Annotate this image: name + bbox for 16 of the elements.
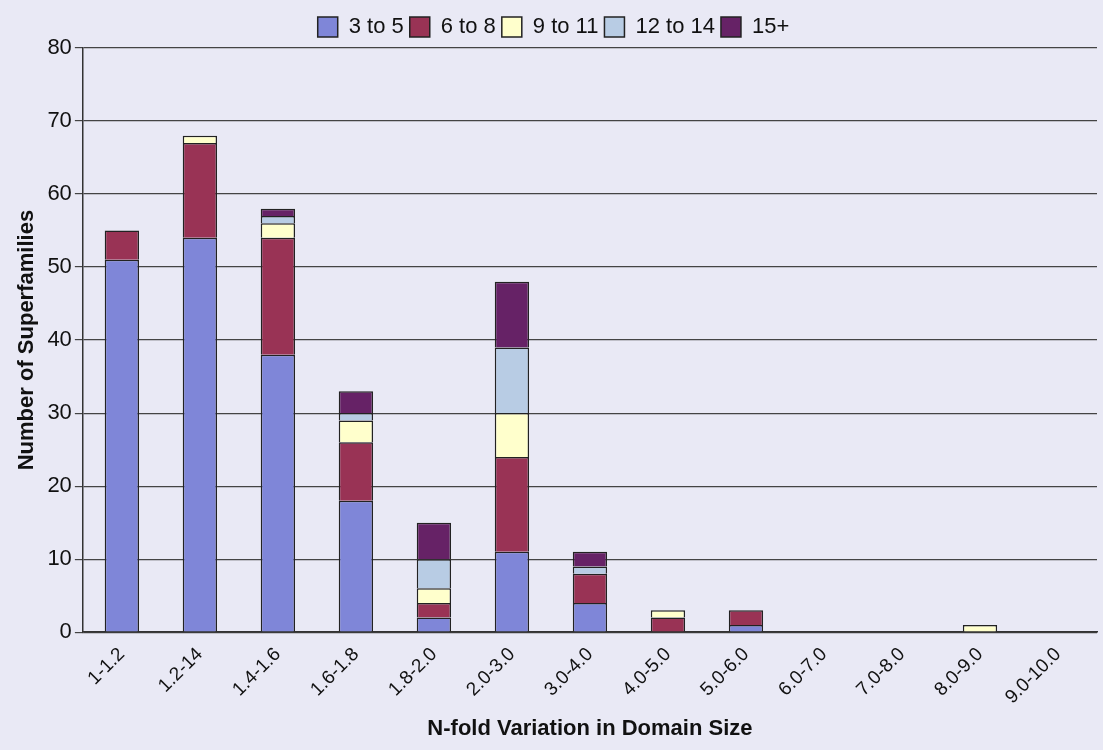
legend-label: 12 to 14	[635, 13, 715, 39]
y-axis-title: Number of Superfamilies	[13, 209, 39, 471]
x-axis-title: N-fold Variation in Domain Size	[427, 714, 753, 740]
y-tick-label: 20	[47, 472, 72, 498]
legend-label: 6 to 8	[440, 13, 496, 39]
legend-label: 3 to 5	[348, 13, 404, 39]
y-tick-label: 10	[47, 545, 72, 571]
legend-label: 15+	[751, 13, 790, 39]
y-tick-label: 40	[47, 326, 72, 352]
y-tick-label: 0	[59, 618, 72, 644]
y-tick-label: 30	[47, 399, 72, 425]
y-tick-label: 60	[47, 180, 72, 206]
y-tick-label: 70	[47, 107, 72, 133]
y-tick-label: 50	[47, 253, 72, 279]
y-tick-label: 80	[47, 34, 72, 60]
legend-label: 9 to 11	[532, 13, 599, 39]
